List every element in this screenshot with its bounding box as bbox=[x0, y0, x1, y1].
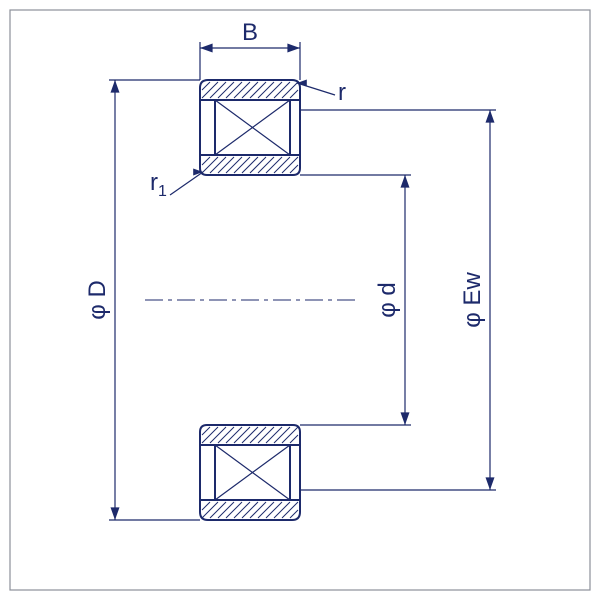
label-B: B bbox=[242, 19, 258, 46]
bearing-diagram: Br r1 φ D φ d φ Ew bbox=[0, 0, 600, 600]
label-r: r bbox=[338, 79, 346, 106]
label-d: φ d bbox=[374, 282, 401, 318]
label-Ew: φ Ew bbox=[459, 272, 486, 328]
label-r1: r1 bbox=[150, 169, 167, 200]
svg-text:φ D: φ D bbox=[84, 280, 111, 320]
